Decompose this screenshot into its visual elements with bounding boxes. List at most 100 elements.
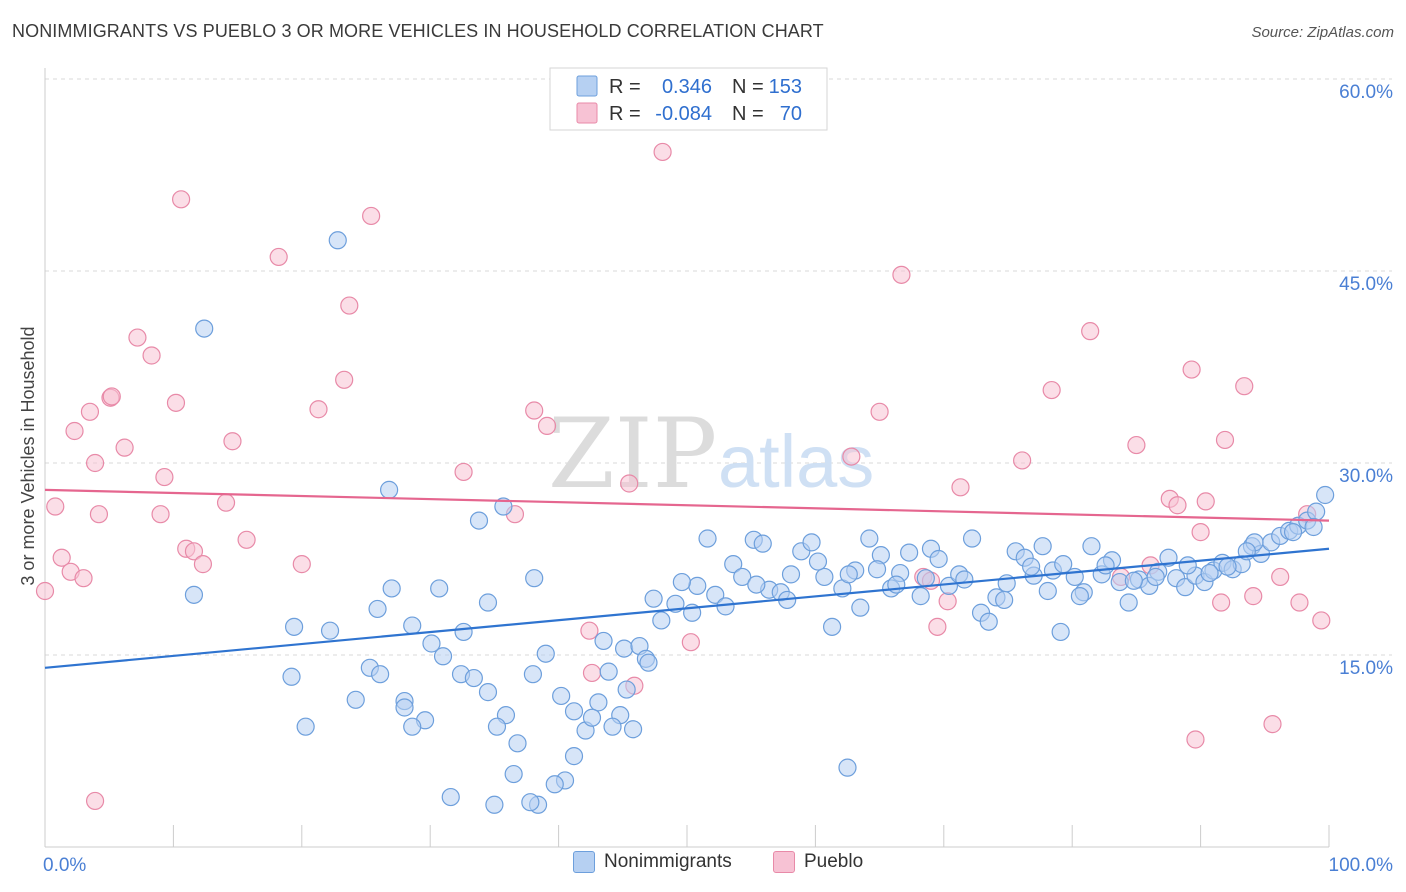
nonimmigrant-point [672, 572, 691, 592]
nonimmigrant-point [487, 717, 507, 736]
nonimmigrant-point [552, 686, 571, 706]
pueblo-point [1215, 430, 1235, 450]
nonimmigrant-point [485, 795, 504, 814]
nonimmigrant-point [706, 585, 725, 604]
nonimmigrant-point [911, 587, 930, 606]
watermark: ZIP atlas [548, 398, 874, 510]
nonimmigrant-point [929, 549, 948, 569]
nonimmigrant-point [589, 693, 608, 712]
nonimmigrant-point [1051, 622, 1070, 642]
nonimmigrant-point [1146, 567, 1165, 587]
pueblo-point [52, 548, 71, 567]
nonimmigrant-point [284, 617, 304, 636]
nonimmigrant-trend-line [44, 547, 1330, 669]
pueblo-point [1263, 715, 1282, 734]
pueblo-point [1212, 593, 1231, 612]
pueblo-point [74, 569, 93, 588]
nonimmigrant-point [1283, 523, 1303, 542]
pueblo-point [1290, 593, 1309, 612]
pueblo-point [142, 346, 161, 365]
pueblo-point [85, 791, 105, 811]
nonimmigrant-point [469, 511, 489, 530]
pueblo-point [362, 206, 381, 226]
nonimmigrant-point [403, 717, 422, 736]
nonimmigrant-point [733, 567, 752, 587]
nonimmigrant-point [900, 543, 919, 562]
nonimmigrant-point [808, 552, 828, 571]
pueblo-point [237, 530, 256, 549]
source-label: Source: ZipAtlas.com [1251, 24, 1394, 41]
pueblo-point [938, 592, 957, 611]
pueblo-point [951, 478, 970, 497]
nonimmigrant-point [282, 667, 301, 686]
nonimmigrant-point [545, 775, 564, 794]
pueblo-point [309, 400, 328, 419]
nonimmigrant-point [521, 793, 540, 812]
legend-r-value: -0.084 [655, 103, 712, 125]
legend-item-pueblo[interactable]: Pueblo [773, 851, 863, 873]
legend-r-label: R = [609, 103, 641, 125]
nonimmigrant-point [504, 764, 523, 784]
nonimmigrant-point [564, 702, 584, 721]
chart-title: NONIMMIGRANTS VS PUEBLO 3 OR MORE VEHICL… [12, 21, 824, 41]
nonimmigrant-point [652, 611, 671, 630]
nonimmigrant-point [1159, 548, 1178, 567]
nonimmigrant-point [838, 758, 857, 777]
nonimmigrant-point [320, 621, 340, 640]
legend-item-nonimmigrants[interactable]: Nonimmigrants [573, 851, 732, 873]
pueblo-point [65, 421, 84, 441]
pueblo-point [1244, 587, 1263, 606]
nonimmigrant-point [887, 575, 906, 594]
bottom-legend: Nonimmigrants Pueblo [0, 851, 1406, 879]
legend-swatch-blue [573, 851, 595, 873]
y-tick-label: 30.0% [1339, 466, 1393, 487]
pueblo-point [1182, 360, 1201, 379]
nonimmigrant-point [781, 565, 801, 584]
y-tick-label: 45.0% [1339, 274, 1393, 295]
pueblo-point [1196, 492, 1215, 511]
pueblo-point [1312, 611, 1331, 630]
nonimmigrant-point [454, 622, 473, 642]
nonimmigrant-point [508, 734, 527, 753]
nonimmigrant-point [815, 567, 834, 587]
nonimmigrant-point [916, 569, 935, 588]
pueblo-point [184, 542, 204, 561]
nonimmigrant-point [184, 585, 204, 604]
nonimmigrant-point [1119, 593, 1138, 612]
pueblo-point [223, 432, 242, 451]
pueblo-point [102, 387, 121, 406]
nonimmigrant-point [346, 690, 365, 709]
pueblo-point [1081, 322, 1100, 341]
nonimmigrant-point [380, 480, 399, 499]
pueblo-point [269, 247, 288, 267]
nonimmigrant-point [724, 555, 743, 574]
nonimmigrant-point [564, 747, 584, 766]
nonimmigrant-point [1178, 556, 1197, 575]
legend-swatch-pink [576, 102, 598, 124]
nonimmigrant-point [1124, 571, 1143, 590]
pueblo-point [1013, 451, 1032, 470]
nonimmigrant-point [441, 787, 460, 807]
nonimmigrant-point [594, 631, 613, 651]
pueblo-trend-line [44, 488, 1330, 522]
nonimmigrant-point [1070, 587, 1090, 606]
pueblo-point [870, 402, 889, 421]
nonimmigrant-point [955, 570, 974, 589]
pueblo-point [216, 493, 236, 512]
nonimmigrant-point [603, 717, 622, 736]
nonimmigrant-point [851, 598, 870, 617]
pueblo-point [681, 633, 700, 652]
legend-box: R = 0.346 N = 153 R = -0.084 N = 70 [549, 67, 828, 131]
nonimmigrant-point [644, 589, 663, 608]
nonimmigrant-point [1022, 557, 1041, 576]
nonimmigrant-point [599, 662, 618, 681]
pueblo-point [1235, 377, 1254, 396]
pueblo-point [842, 447, 861, 466]
nonimmigrant-point [328, 231, 347, 250]
nonimmigrant-point [802, 533, 821, 552]
trend-lines [44, 488, 1330, 669]
pueblo-point [128, 328, 147, 347]
nonimmigrant-point [494, 497, 513, 516]
nonimmigrant-point [1082, 537, 1101, 556]
nonimmigrant-point [839, 565, 858, 584]
